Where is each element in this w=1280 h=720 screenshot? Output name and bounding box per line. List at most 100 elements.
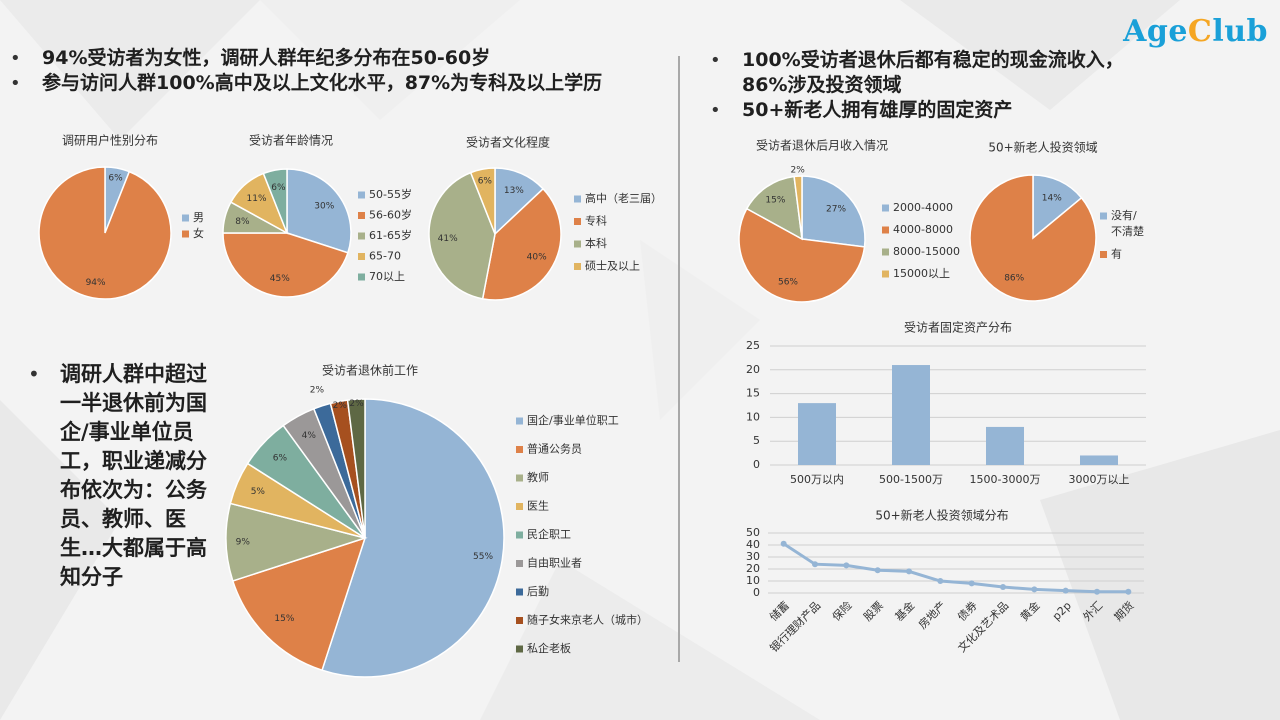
gender-data-label: 94% xyxy=(86,278,106,288)
work-legend-swatch xyxy=(516,446,523,453)
invest-data-label: 14% xyxy=(1042,194,1062,204)
age-legend-label: 50-55岁 xyxy=(369,187,412,201)
gender-pie-chart: 调研用户性别分布 6% 94% 男女 xyxy=(38,133,204,300)
invest-fields-point xyxy=(1094,588,1100,595)
age-slice xyxy=(286,168,352,254)
edu-legend-swatch xyxy=(574,195,581,203)
work-data-label: 2% xyxy=(333,401,348,411)
assets-bar xyxy=(986,426,1024,465)
work-legend-label: 私企老板 xyxy=(527,641,571,655)
income-legend-swatch xyxy=(882,270,889,278)
edu-legend-label: 本科 xyxy=(585,236,607,250)
work-slice xyxy=(321,398,505,678)
invest-fields-y-tick: 0 xyxy=(753,586,760,599)
income-data-label: 27% xyxy=(826,205,846,215)
gender-data-label: 6% xyxy=(108,173,123,183)
ageclub-logo: AgeClub xyxy=(1123,14,1268,49)
invest-legend-label: 没有/ xyxy=(1111,208,1137,222)
income-legend-swatch xyxy=(882,226,889,234)
bullet-income: 100%受访者退休后都有稳定的现金流收入，86%涉及投资领域 xyxy=(704,48,1144,98)
invest-fields-y-tick: 40 xyxy=(746,538,760,551)
age-legend-swatch xyxy=(358,253,365,260)
edu-legend-label: 高中（老三届） xyxy=(585,191,662,205)
income-pie-chart: 受访者退休后月收入情况 27% 56% 15% 2% 2000-4000 4000-8000… xyxy=(738,139,960,303)
invest-fields-point xyxy=(780,540,787,547)
invest-fields-x-tick: 保险 xyxy=(829,598,854,623)
income-data-label: 2% xyxy=(791,165,806,175)
assets-bar-chart: 受访者固定资产分布 0 5 10 15 20 25 500万以内 500-1500万 1500-3… xyxy=(746,320,1146,486)
invest-fields-x-tick: 期货 xyxy=(1111,598,1136,623)
work-slice xyxy=(231,536,367,672)
work-legend-label: 医生 xyxy=(527,499,549,513)
summary-bullets-left: 94%受访者为女性，调研人群年纪多分布在50-60岁 参与访问人群100%高中及… xyxy=(4,46,684,96)
bullet-work: 调研人群中超过一半退休前为国企/事业单位员工，职业递减分布依次为：公务员、教师、… xyxy=(22,360,212,592)
income-slice xyxy=(745,175,803,241)
age-pie-chart: 受访者年龄情况 30% 45% 8% 11% 6% 50-55岁 56-60岁 61-65岁 65… xyxy=(222,134,412,298)
income-data-label: 15% xyxy=(765,195,785,205)
edu-slice xyxy=(428,171,496,300)
age-slice xyxy=(262,168,288,234)
assets-x-tick: 500-1500万 xyxy=(879,473,943,486)
work-legend-label: 教师 xyxy=(527,471,549,484)
assets-x-tick: 1500-3000万 xyxy=(970,473,1041,486)
gender-legend-label: 男 xyxy=(193,211,204,224)
work-data-label: 4% xyxy=(302,431,317,441)
age-chart-title: 受访者年龄情况 xyxy=(249,134,333,148)
income-legend-label: 2000-4000 xyxy=(893,201,953,214)
invest-fields-point xyxy=(1000,584,1006,590)
income-data-label: 56% xyxy=(778,278,798,288)
edu-legend-swatch xyxy=(574,218,581,225)
invest-fields-point xyxy=(968,580,975,587)
vertical-divider xyxy=(678,56,680,662)
income-slice xyxy=(793,175,803,240)
age-data-label: 30% xyxy=(314,201,334,211)
invest-fields-x-tick: p2p xyxy=(1050,599,1074,623)
edu-data-label: 40% xyxy=(527,252,547,262)
assets-y-tick: 0 xyxy=(753,458,760,471)
assets-x-tick: 3000万以上 xyxy=(1069,473,1130,486)
work-data-label: 6% xyxy=(273,454,288,464)
work-legend-label: 自由职业者 xyxy=(527,556,582,570)
income-legend-label: 4000-8000 xyxy=(893,223,953,236)
assets-bar xyxy=(1080,455,1118,465)
edu-chart-title: 受访者文化程度 xyxy=(466,135,550,150)
assets-y-tick: 20 xyxy=(746,363,760,376)
assets-chart-title: 受访者固定资产分布 xyxy=(904,320,1012,335)
age-data-label: 45% xyxy=(270,274,290,284)
work-slice xyxy=(225,502,368,582)
invest-legend-label: 有 xyxy=(1111,247,1122,261)
invest-fields-x-tick: 房地产 xyxy=(915,598,948,631)
income-chart-title: 受访者退休后月收入情况 xyxy=(756,139,888,153)
invest-legend-swatch xyxy=(1100,251,1107,258)
income-legend-swatch xyxy=(882,204,889,212)
work-legend-label: 后勤 xyxy=(527,585,549,598)
work-legend-swatch xyxy=(516,560,523,567)
age-legend-swatch xyxy=(358,232,365,240)
income-legend-label: 15000以上 xyxy=(893,267,950,280)
invest-chart-title: 50+新老人投资领域 xyxy=(988,140,1097,155)
bullet-assets: 50+新老人拥有雄厚的固定资产 xyxy=(704,98,1144,123)
assets-y-tick: 25 xyxy=(746,339,760,352)
edu-data-label: 13% xyxy=(504,186,524,196)
income-legend-label: 8000-15000 xyxy=(893,245,960,258)
age-legend-label: 56-60岁 xyxy=(369,208,412,222)
assets-x-tick: 500万以内 xyxy=(790,472,844,486)
work-legend-swatch xyxy=(516,617,523,624)
invest-fields-series-line xyxy=(782,542,1129,594)
gender-legend-label: 女 xyxy=(193,226,204,240)
age-data-label: 8% xyxy=(235,217,250,227)
age-legend-label: 61-65岁 xyxy=(369,228,412,242)
age-legend-label: 70以上 xyxy=(369,270,405,283)
income-slice xyxy=(738,207,866,303)
invest-fields-point xyxy=(906,568,912,575)
invest-fields-y-tick: 50 xyxy=(746,526,760,539)
edu-legend-swatch xyxy=(574,240,581,248)
work-chart-title: 受访者退休前工作 xyxy=(322,363,418,378)
invest-fields-point xyxy=(874,567,881,574)
invest-slice xyxy=(1032,174,1083,240)
age-data-label: 6% xyxy=(271,183,286,193)
work-data-label: 55% xyxy=(473,552,493,562)
edu-data-label: 6% xyxy=(478,176,493,186)
income-legend-swatch xyxy=(882,248,889,256)
